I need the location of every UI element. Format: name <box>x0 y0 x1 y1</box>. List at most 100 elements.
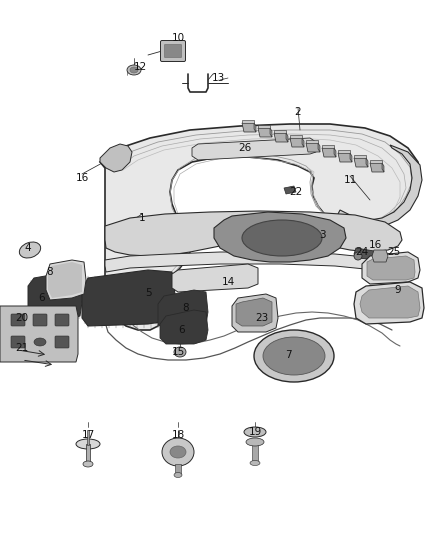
Ellipse shape <box>162 438 194 466</box>
Polygon shape <box>86 444 90 464</box>
Text: 11: 11 <box>343 175 357 185</box>
Ellipse shape <box>170 446 186 458</box>
Polygon shape <box>105 252 398 274</box>
Polygon shape <box>172 264 258 292</box>
FancyBboxPatch shape <box>33 314 47 326</box>
Ellipse shape <box>19 242 41 258</box>
FancyBboxPatch shape <box>11 314 25 326</box>
Polygon shape <box>334 148 336 157</box>
Ellipse shape <box>246 438 264 446</box>
Text: 22: 22 <box>290 187 303 197</box>
Polygon shape <box>214 212 346 262</box>
Text: 23: 23 <box>255 313 268 323</box>
Polygon shape <box>354 282 424 324</box>
Polygon shape <box>105 211 402 256</box>
Polygon shape <box>242 120 254 123</box>
Polygon shape <box>370 160 382 163</box>
Polygon shape <box>290 138 304 147</box>
Polygon shape <box>354 158 368 167</box>
Polygon shape <box>290 135 302 138</box>
Ellipse shape <box>354 252 362 260</box>
Text: 20: 20 <box>15 313 28 323</box>
Polygon shape <box>236 298 272 326</box>
Polygon shape <box>192 138 316 160</box>
FancyBboxPatch shape <box>55 314 69 326</box>
Polygon shape <box>338 150 350 153</box>
Polygon shape <box>258 128 272 137</box>
Polygon shape <box>338 145 422 230</box>
Polygon shape <box>100 144 132 172</box>
Polygon shape <box>252 442 258 462</box>
Polygon shape <box>286 133 288 142</box>
Text: 2: 2 <box>295 107 301 117</box>
Polygon shape <box>175 464 181 474</box>
Text: 6: 6 <box>179 325 185 335</box>
FancyBboxPatch shape <box>165 44 181 58</box>
Ellipse shape <box>174 472 182 478</box>
Text: 4: 4 <box>25 243 31 253</box>
Polygon shape <box>382 163 384 172</box>
Text: 8: 8 <box>183 303 189 313</box>
Ellipse shape <box>76 439 100 449</box>
Text: 16: 16 <box>75 173 88 183</box>
Polygon shape <box>367 256 415 280</box>
FancyBboxPatch shape <box>55 336 69 348</box>
Polygon shape <box>362 252 420 284</box>
Polygon shape <box>48 262 82 298</box>
Polygon shape <box>274 133 288 142</box>
Polygon shape <box>87 430 89 445</box>
Text: 18: 18 <box>171 430 185 440</box>
Text: 12: 12 <box>134 62 147 72</box>
Polygon shape <box>242 123 256 132</box>
Text: 3: 3 <box>319 230 325 240</box>
Ellipse shape <box>263 337 325 375</box>
Text: 6: 6 <box>39 293 45 303</box>
Ellipse shape <box>130 67 138 73</box>
Polygon shape <box>366 158 368 167</box>
Text: 14: 14 <box>221 277 235 287</box>
Polygon shape <box>284 186 296 194</box>
Polygon shape <box>100 124 420 330</box>
Polygon shape <box>318 143 320 152</box>
Polygon shape <box>354 248 406 263</box>
Text: 10: 10 <box>171 33 184 43</box>
Text: 8: 8 <box>47 267 53 277</box>
Polygon shape <box>46 260 86 300</box>
Polygon shape <box>372 250 388 262</box>
Polygon shape <box>0 306 78 362</box>
Polygon shape <box>270 128 272 137</box>
Polygon shape <box>306 140 318 143</box>
Polygon shape <box>160 310 208 344</box>
Polygon shape <box>360 286 420 318</box>
Polygon shape <box>370 163 384 172</box>
Polygon shape <box>306 143 320 152</box>
Text: 17: 17 <box>81 430 95 440</box>
Ellipse shape <box>83 461 93 467</box>
Text: 21: 21 <box>15 343 28 353</box>
Polygon shape <box>322 145 334 148</box>
Text: 24: 24 <box>355 247 369 257</box>
Polygon shape <box>322 148 336 157</box>
Ellipse shape <box>174 347 186 357</box>
Ellipse shape <box>242 220 322 256</box>
Polygon shape <box>258 125 270 128</box>
Polygon shape <box>338 153 352 162</box>
Polygon shape <box>158 290 208 330</box>
Polygon shape <box>28 272 82 322</box>
Polygon shape <box>302 138 304 147</box>
Polygon shape <box>350 153 352 162</box>
Text: 5: 5 <box>145 288 151 298</box>
Polygon shape <box>354 155 366 158</box>
Polygon shape <box>82 270 176 326</box>
Text: 16: 16 <box>368 240 381 250</box>
Text: 26: 26 <box>238 143 251 153</box>
Text: 7: 7 <box>285 350 291 360</box>
Ellipse shape <box>250 461 260 465</box>
Ellipse shape <box>244 427 266 437</box>
Text: 25: 25 <box>387 247 401 257</box>
Text: 9: 9 <box>395 285 401 295</box>
FancyBboxPatch shape <box>11 336 25 348</box>
Text: 1: 1 <box>139 213 145 223</box>
Ellipse shape <box>127 65 141 75</box>
Polygon shape <box>254 123 256 132</box>
